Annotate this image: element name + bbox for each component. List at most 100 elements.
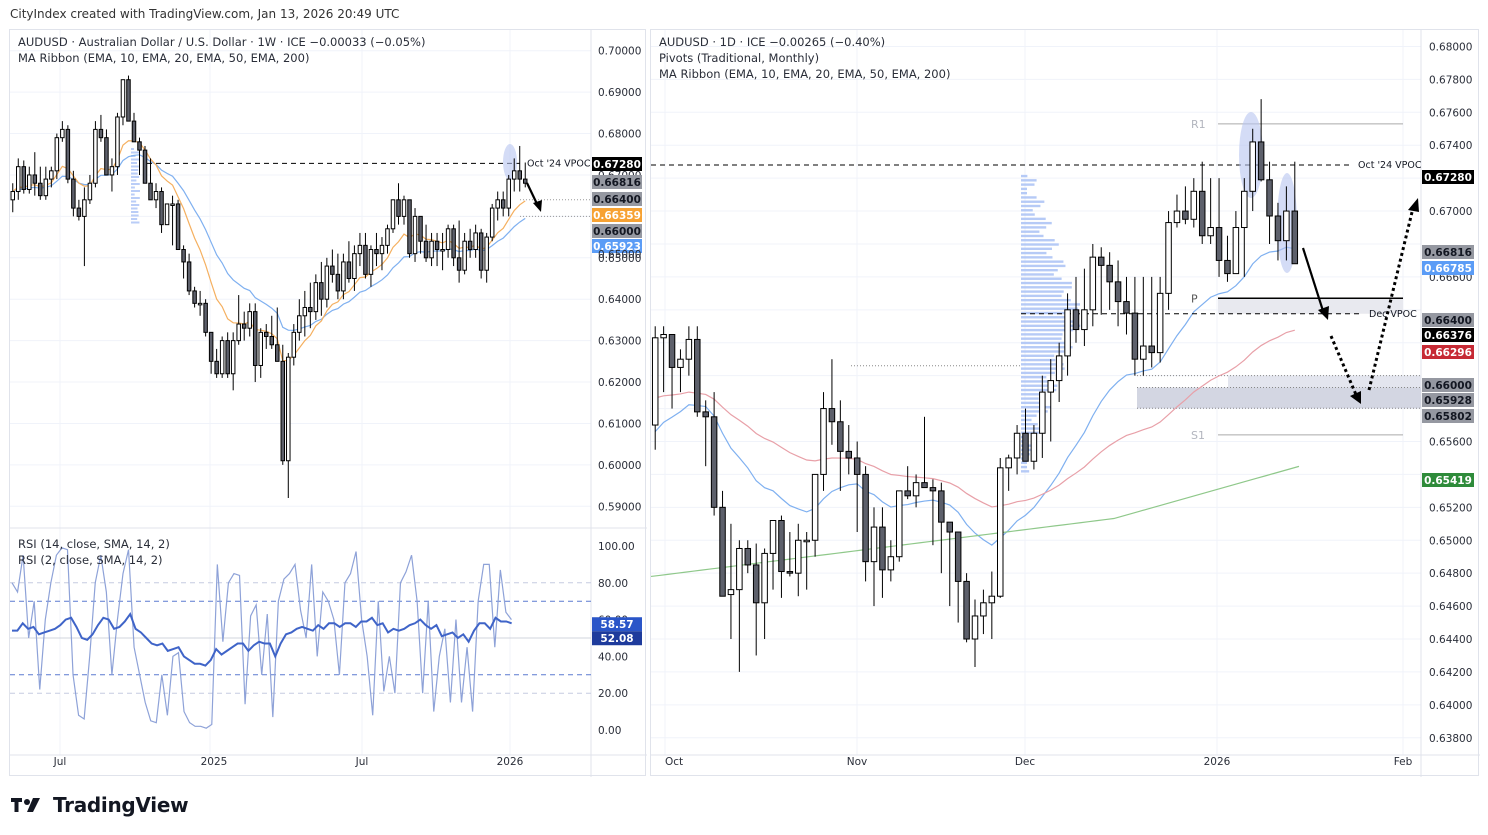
bull-candle <box>1165 222 1172 294</box>
bear-candle <box>719 506 726 597</box>
price-axis-tick: 0.61000 <box>598 418 641 430</box>
rsi2-label[interactable]: RSI (2, close, SMA, 14, 2) <box>18 553 163 567</box>
bear-candle <box>319 282 324 300</box>
price-tag <box>592 175 642 189</box>
volume-profile-bar <box>1021 358 1056 362</box>
rsi14-label[interactable]: RSI (14, close, SMA, 14, 2) <box>18 537 170 551</box>
bull-candle <box>109 166 115 176</box>
volume-profile-bar <box>1021 183 1035 186</box>
bear-candle <box>1131 312 1139 360</box>
volume-profile-bar <box>1021 388 1057 392</box>
volume-profile-bar <box>1021 196 1037 199</box>
daily-symbol-title[interactable]: AUDUSD · 1D · ICE −0.00265 (−0.40%) <box>659 35 886 49</box>
price-tag-label: 0.66400 <box>593 194 641 206</box>
pivot-zone <box>1218 298 1403 314</box>
arrow-head-icon <box>1350 391 1361 404</box>
volume-profile-bar <box>1021 217 1046 221</box>
price-tag-label: 0.67280 <box>593 159 641 171</box>
weekly-chart-panel[interactable]: 0.700000.690000.680000.670000.660000.650… <box>9 29 647 777</box>
volume-profile-bar <box>1021 264 1066 268</box>
bull-candle <box>1064 309 1071 357</box>
bull-candle <box>302 306 308 317</box>
price-tag-label: 0.66816 <box>593 177 641 189</box>
volume-profile-bar <box>1021 251 1047 255</box>
dec-vpoc-label: Dec VPOC <box>1369 309 1417 320</box>
price-axis-tick: 0.69000 <box>598 87 641 99</box>
volume-profile-bar <box>1021 221 1052 225</box>
bull-candle <box>820 408 827 475</box>
volume-profile-bar <box>1021 200 1045 203</box>
time-axis-tick: Oct <box>665 756 683 768</box>
bear-candle <box>330 265 335 275</box>
ema200-line <box>651 465 1300 578</box>
time-axis-tick: Jul <box>355 756 369 768</box>
daily-ma-ribbon-label[interactable]: MA Ribbon (EMA, 10, EMA, 20, EMA, 50, EM… <box>659 67 951 81</box>
bear-candle <box>1215 227 1223 261</box>
bull-candle <box>887 556 895 571</box>
price-tag <box>1422 473 1474 487</box>
bull-candle <box>429 240 434 259</box>
daily-pivots-label[interactable]: Pivots (Traditional, Monthly) <box>659 51 820 65</box>
bear-candle <box>104 137 109 176</box>
volume-profile-bar <box>1021 418 1032 422</box>
bull-candle <box>219 340 225 375</box>
weekly-chart-canvas[interactable]: 0.700000.690000.680000.670000.660000.650… <box>10 30 647 777</box>
bull-candle <box>93 128 98 184</box>
bull-candle <box>803 539 810 543</box>
bull-candle <box>495 199 500 209</box>
bull-candle <box>440 249 445 252</box>
bear-candle <box>275 344 280 362</box>
price-axis-tick: 0.65600 <box>1429 436 1472 448</box>
volume-profile-bar <box>1021 328 1074 332</box>
daily-chart-canvas[interactable]: 0.680000.678000.676000.674000.672000.670… <box>651 30 1480 777</box>
volume-profile-bar <box>1021 465 1027 469</box>
price-tag-label: 58.57 <box>600 619 633 631</box>
tradingview-logo[interactable]: TradingView <box>11 793 189 817</box>
daily-chart-panel[interactable]: 0.680000.678000.676000.674000.672000.670… <box>650 29 1480 777</box>
bull-candle <box>1283 210 1290 242</box>
volume-profile-bar <box>131 179 137 182</box>
volume-profile-bar <box>131 158 140 161</box>
price-tag-label: 52.08 <box>600 633 633 645</box>
chart-credit: CityIndex created with TradingView.com, … <box>10 7 400 21</box>
bull-candle <box>368 249 374 275</box>
volume-profile-bar <box>1021 341 1070 345</box>
bear-candle <box>214 360 219 375</box>
dotted-up-arrow-icon <box>1367 207 1415 391</box>
bear-candle <box>192 290 197 304</box>
bull-candle <box>230 340 236 375</box>
oct24-vpoc-label: Oct '24 VPOC <box>527 158 591 169</box>
bear-candle <box>1097 256 1105 266</box>
weekly-symbol-title[interactable]: AUDUSD · Australian Dollar / U.S. Dollar… <box>18 35 426 49</box>
bear-candle <box>710 416 718 508</box>
volume-profile-bar <box>131 207 138 210</box>
volume-profile-bar <box>1021 281 1072 285</box>
bear-candle <box>1198 190 1206 237</box>
pivot-label-p: P <box>1191 292 1198 305</box>
volume-profile-bar <box>1021 273 1054 276</box>
bear-candle <box>126 79 131 122</box>
volume-profile-bar <box>1021 179 1037 182</box>
bear-candle <box>478 232 484 271</box>
bull-candle <box>390 199 396 230</box>
rsi-axis-tick: 20.00 <box>598 688 628 700</box>
volume-profile-bar <box>1021 410 1048 413</box>
tradingview-brand: TradingView <box>53 793 189 817</box>
volume-profile-bar <box>1021 311 1070 315</box>
bear-candle <box>203 302 208 333</box>
bull-candle <box>870 526 878 563</box>
dotted-down-arrow-icon <box>1329 335 1359 398</box>
weekly-ma-ribbon-label[interactable]: MA Ribbon (EMA, 10, EMA, 20, EMA, 50, EM… <box>18 51 310 65</box>
bear-candle <box>938 490 945 523</box>
bull-candle <box>379 244 385 255</box>
bull-candle <box>660 334 667 339</box>
bull-candle <box>1156 292 1164 354</box>
bull-candle <box>324 265 330 300</box>
price-tag <box>1422 409 1474 423</box>
volume-profile-bar <box>1021 226 1047 229</box>
bull-candle <box>170 203 175 206</box>
bear-candle <box>451 228 456 259</box>
bear-candle <box>1123 301 1130 314</box>
volume-profile-bar <box>1021 243 1059 246</box>
price-tag-label: 0.65419 <box>1424 475 1472 487</box>
